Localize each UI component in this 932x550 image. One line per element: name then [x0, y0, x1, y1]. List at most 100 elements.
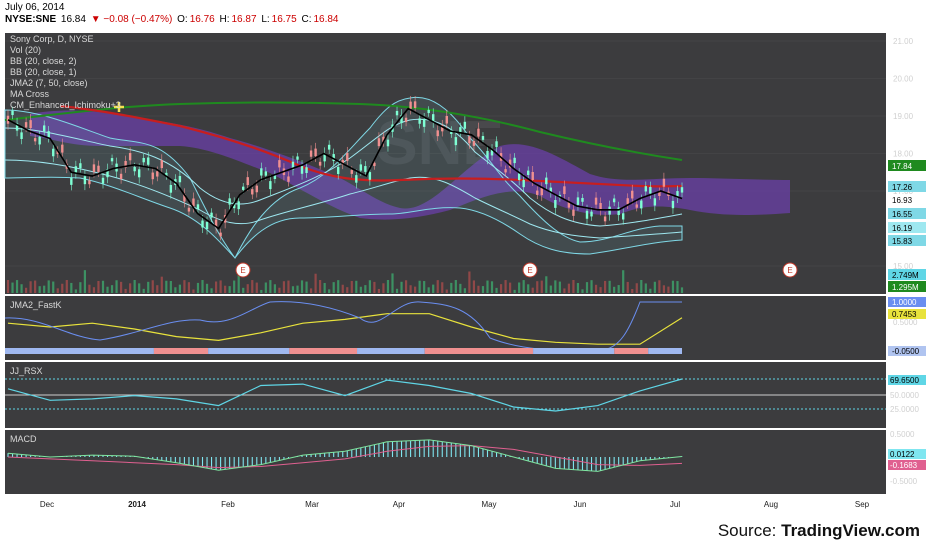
candle-body	[432, 114, 435, 122]
candle-body	[454, 137, 458, 146]
x-axis-labels: Dec 2014 Feb Mar Apr May Jun Jul Aug Sep	[40, 500, 870, 509]
volume-bar	[341, 284, 344, 293]
candle-body	[517, 173, 521, 181]
candle-body	[128, 153, 132, 161]
volume-bar	[346, 287, 349, 293]
candle-body	[603, 216, 607, 222]
candle-body	[33, 138, 37, 142]
volume-bar	[79, 282, 82, 293]
volume-bar	[554, 280, 557, 293]
volume-bar	[567, 283, 571, 293]
earnings-marker-1[interactable]: E	[235, 262, 251, 278]
volume-bar	[38, 286, 41, 293]
earnings-marker-2[interactable]: E	[522, 262, 538, 278]
price-tags: 17.84 17.26 16.93 16.55 16.19 15.83 2.74…	[888, 160, 926, 292]
candle-body	[264, 171, 268, 176]
candle-body	[88, 180, 91, 185]
close-value: 16.84	[313, 14, 339, 25]
earnings-marker-3[interactable]: E	[782, 262, 798, 278]
volume-bar	[531, 287, 534, 293]
candle-body	[332, 154, 335, 162]
volume-bar	[604, 280, 607, 293]
volume-bar	[350, 280, 353, 293]
tag-last-price: 16.93	[892, 196, 913, 205]
volume-bar	[662, 285, 666, 293]
candle-body	[323, 153, 326, 162]
volume-bar	[124, 288, 127, 293]
volume-bar	[219, 280, 222, 293]
candle-body	[413, 101, 417, 108]
x-axis-label: Jun	[574, 500, 587, 509]
volume-bar	[441, 282, 444, 293]
volume-bar	[631, 289, 634, 293]
x-axis-label: Feb	[221, 500, 235, 509]
volume-bar	[106, 286, 109, 293]
volume-bar	[183, 280, 186, 293]
volume-bar	[92, 287, 96, 293]
macd-signal-line	[7, 445, 683, 469]
volume-bar	[260, 289, 263, 293]
candle-body	[106, 169, 109, 178]
legend-title: Sony Corp, D, NYSE	[10, 34, 94, 44]
candle-body	[540, 187, 543, 196]
candle-body	[463, 121, 467, 129]
x-axis-label: Jul	[670, 500, 680, 509]
volume-bar	[305, 281, 308, 293]
candle-body	[11, 110, 14, 116]
tag-volume-ma: 1.295M	[892, 283, 919, 292]
candle-body	[147, 157, 150, 165]
volume-bar	[300, 280, 304, 293]
candle-body	[554, 200, 557, 208]
candle-body	[341, 159, 344, 165]
volume-bar	[278, 287, 281, 293]
volume-bar	[337, 280, 340, 293]
volume-bar	[509, 282, 512, 293]
x-axis-label: May	[481, 500, 496, 509]
volume-bar	[151, 280, 154, 293]
candle-body	[531, 172, 534, 181]
symbol-label[interactable]: NYSE:SNE	[5, 14, 57, 25]
candle-body	[486, 150, 489, 159]
volume-bar	[373, 281, 376, 293]
volume-bar	[133, 280, 136, 293]
candle-body	[572, 209, 575, 216]
time-axis[interactable]	[5, 494, 886, 512]
fastk-strip-segment	[424, 348, 534, 354]
macd-panel[interactable]	[5, 430, 886, 494]
chart-area[interactable]: SNE E E E Sony Corp, D, NYSE Vol (20) BB…	[0, 28, 932, 512]
price-tick-label: 18.00	[893, 150, 914, 159]
volume-bar	[205, 283, 209, 293]
candle-body	[15, 123, 19, 131]
candle-body	[581, 197, 584, 202]
volume-bar	[477, 285, 480, 293]
tag-ma-green: 17.84	[892, 162, 913, 171]
volume-bar	[368, 280, 371, 293]
candle-body	[300, 166, 304, 174]
candle-body	[74, 166, 78, 174]
volume-bar	[590, 280, 593, 293]
volume-bar	[572, 280, 575, 293]
volume-bar	[138, 283, 141, 293]
volume-bar	[214, 281, 218, 293]
candle-body	[210, 212, 213, 218]
candle-body	[649, 186, 652, 194]
volume-bar	[269, 280, 272, 293]
macd-tag-value: 0.0122	[890, 450, 915, 459]
candle-body	[38, 136, 41, 145]
volume-bar	[377, 288, 381, 293]
date-label: July 06, 2014	[5, 2, 65, 13]
volume-bar	[513, 289, 516, 293]
candle-body	[359, 164, 363, 171]
price-panel[interactable]	[5, 33, 886, 294]
candle-body	[201, 220, 204, 228]
volume-bar	[237, 271, 240, 293]
quote-line: NYSE:SNE 16.84 ▼ −0.08 (−0.47%) O: 16.76 …	[5, 14, 341, 25]
volume-bar	[210, 288, 213, 293]
open-value: 16.76	[189, 14, 215, 25]
volume-bar	[6, 280, 10, 293]
volume-bar	[101, 280, 105, 293]
tag-bb-inner-lower: 16.19	[892, 224, 913, 233]
volume-bar	[228, 286, 231, 293]
legend-bb2: BB (20, close, 2)	[10, 56, 77, 66]
volume-bar	[174, 287, 177, 293]
